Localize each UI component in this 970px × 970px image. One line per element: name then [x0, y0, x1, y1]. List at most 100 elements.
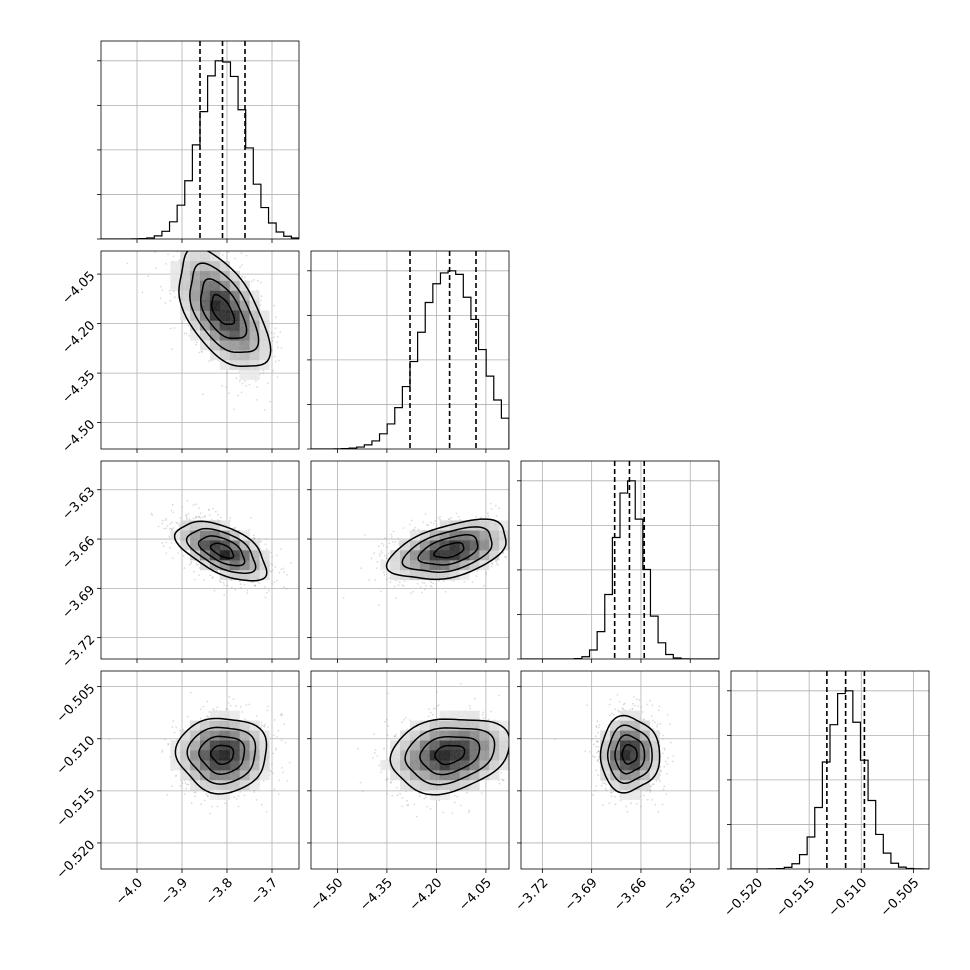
scatter-point [517, 540, 519, 542]
scatter-point [278, 779, 281, 782]
scatter-point [190, 691, 192, 694]
contour-level-3 [186, 726, 257, 785]
scatter-point [181, 728, 184, 731]
density-cell [200, 260, 211, 272]
scatter-point [360, 567, 362, 569]
scatter-point [206, 700, 209, 703]
density-cell [190, 520, 201, 531]
density-cell [200, 720, 211, 731]
scatter-point [201, 350, 203, 353]
density-cell [200, 290, 211, 301]
scatter-point [277, 729, 280, 732]
density-cell [190, 770, 201, 781]
scatter-point [388, 577, 391, 579]
scatter-point [199, 717, 202, 720]
scatter-point [487, 512, 489, 515]
density-cell [479, 540, 490, 551]
scatter-point [453, 580, 455, 582]
density-cell [209, 540, 221, 551]
scatter-point [199, 517, 202, 519]
density-cell [219, 340, 230, 351]
density-cell [180, 540, 191, 551]
scatter-point [391, 541, 394, 543]
scatter-point [161, 751, 164, 753]
contour-level-1 [210, 293, 236, 326]
scatter-point [397, 537, 400, 540]
scatter-point [165, 517, 168, 520]
scatter-point [258, 582, 261, 584]
density-cell [259, 330, 270, 341]
scatter-point [225, 386, 228, 389]
scatter-point [170, 509, 173, 512]
scatter-point [165, 552, 168, 554]
scatter-point [168, 536, 171, 538]
density-cell [229, 770, 240, 781]
scatter-point [483, 584, 485, 587]
density-cell [390, 560, 401, 571]
scatter-point [290, 562, 293, 564]
scatter-point [212, 576, 214, 578]
scatter-point [271, 349, 274, 352]
density-cell [200, 740, 211, 751]
density-cell [190, 330, 201, 341]
density-cell [419, 560, 431, 571]
panel-frame [100, 250, 300, 450]
scatter-point [172, 215, 174, 217]
contour-level-4 [385, 518, 507, 581]
scatter-point [178, 230, 180, 232]
density-cell [200, 750, 211, 761]
scatter-point [390, 533, 393, 536]
density-cell [229, 730, 240, 741]
scatter-point [248, 383, 251, 386]
density-cell [209, 530, 221, 541]
density-cell [229, 569, 240, 581]
scatter-point [181, 506, 184, 509]
scatter-point [389, 581, 392, 583]
density-cell [259, 770, 270, 781]
contour-level-3 [189, 262, 260, 353]
scatter-point [384, 537, 386, 540]
density-cell [170, 740, 181, 751]
scatter-point [266, 382, 269, 384]
scatter-point [495, 560, 497, 563]
scatter-point [175, 775, 177, 777]
scatter-point [383, 571, 385, 574]
panel-frame [310, 460, 510, 660]
density-cell [209, 290, 221, 301]
scatter-point [267, 589, 270, 592]
scatter-point [241, 264, 243, 266]
scatter-point [229, 517, 232, 519]
scatter-point [485, 571, 487, 574]
scatter-point [209, 574, 212, 577]
scatter-point [271, 556, 274, 558]
scatter-point [165, 263, 168, 265]
scatter-point [187, 783, 190, 786]
histogram-panel-0 [97, 40, 300, 243]
scatter-point [161, 522, 164, 525]
density-cell [449, 569, 460, 581]
scatter-point [239, 266, 242, 268]
scatter-point [226, 707, 229, 710]
scatter-panel-0-3 [97, 670, 300, 873]
scatter-point [188, 334, 191, 337]
scatter-point [151, 514, 154, 517]
density-cell [209, 320, 221, 331]
density-cell [229, 270, 240, 281]
scatter-point [250, 517, 252, 519]
scatter-point [434, 520, 437, 523]
density-cell [249, 569, 260, 581]
density-cell [180, 730, 191, 741]
scatter-point [221, 385, 223, 387]
scatter-point [363, 534, 366, 536]
scatter-point [435, 526, 438, 529]
scatter-point [429, 579, 432, 582]
density-cell [209, 740, 221, 751]
density-cell [249, 730, 260, 741]
scatter-point [228, 232, 230, 234]
density-cell [249, 350, 260, 361]
scatter-point [265, 547, 268, 550]
density-cell [429, 560, 440, 571]
scatter-point [206, 794, 209, 797]
scatter-point [271, 763, 273, 766]
density-cell [209, 280, 221, 291]
